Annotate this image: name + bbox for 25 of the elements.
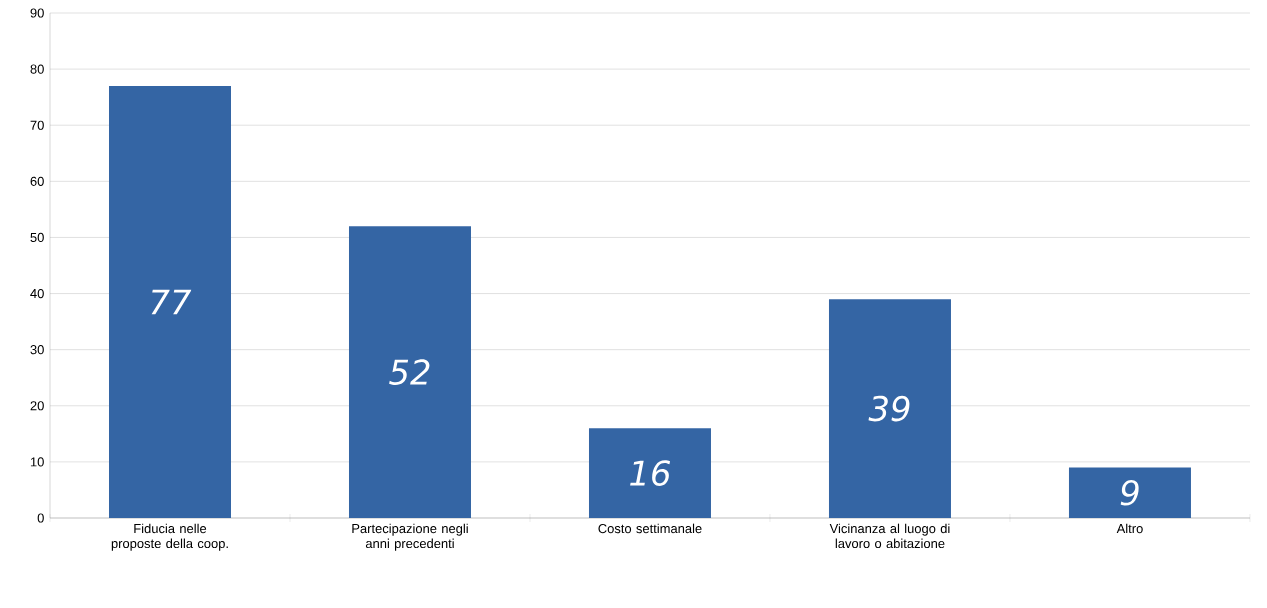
x-tick-label: Fiducia nelle proposte della coop. bbox=[111, 523, 228, 551]
y-tick-label: 40 bbox=[30, 288, 44, 299]
data-label: 52 bbox=[389, 359, 430, 385]
y-tick-label: 50 bbox=[30, 232, 44, 243]
y-tick-label: 90 bbox=[30, 8, 44, 18]
data-label: 9 bbox=[1120, 479, 1139, 506]
y-tick-label: 60 bbox=[30, 176, 44, 186]
bar bbox=[1068, 467, 1191, 518]
data-label: 16 bbox=[630, 460, 671, 486]
y-tick-label: 10 bbox=[30, 457, 44, 467]
bar bbox=[109, 85, 231, 518]
bar bbox=[588, 428, 711, 518]
y-tick-label: 70 bbox=[30, 120, 44, 130]
x-tick-label: Vicinanza al luogo di lavoro o abitazione bbox=[829, 523, 950, 549]
y-tick-label: 30 bbox=[30, 345, 44, 355]
y-tick-label: 20 bbox=[30, 401, 44, 411]
bar bbox=[828, 299, 951, 518]
x-tick-label: Altro bbox=[1116, 523, 1143, 534]
bar bbox=[348, 226, 471, 518]
y-tick-label: 0 bbox=[37, 513, 44, 523]
x-tick-label: Costo settimanale bbox=[598, 523, 702, 534]
y-tick-label: 80 bbox=[30, 64, 44, 74]
data-label: 39 bbox=[868, 395, 910, 422]
x-tick-label: Partecipazione negli anni precedenti bbox=[352, 523, 468, 551]
data-label: 77 bbox=[151, 289, 192, 315]
